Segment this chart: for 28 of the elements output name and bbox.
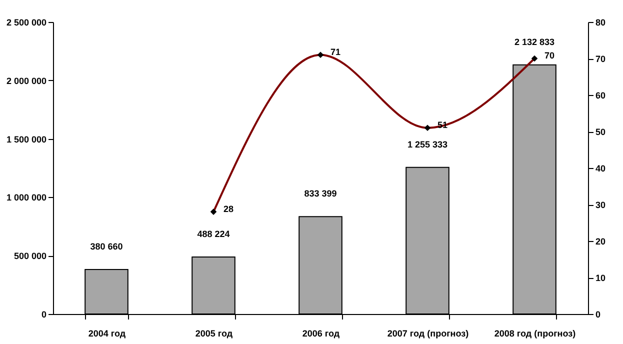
y-tick-label: 1 000 000 <box>6 192 46 203</box>
data-label: 71 <box>330 46 341 57</box>
y2-tick-label: 0 <box>596 310 601 320</box>
x-tick-label: 2008 год (прогноз) <box>494 328 576 338</box>
data-label: 28 <box>224 204 234 214</box>
data-label: 1 255 333 <box>407 139 448 150</box>
x-tick-label: 2005 год <box>195 328 233 338</box>
y2-tick-label: 30 <box>596 200 606 210</box>
data-label: 380 660 <box>90 242 123 252</box>
y2-tick-label: 70 <box>596 54 606 64</box>
y-tick-label: 500 000 <box>14 251 46 262</box>
x-tick-label: 2006 год <box>302 328 340 338</box>
y2-tick-label: 20 <box>596 236 606 246</box>
y-tick-label: 1 500 000 <box>6 134 46 144</box>
data-label: 833 399 <box>304 188 337 199</box>
data-label: 70 <box>544 50 555 60</box>
y-tick-label: 2 500 000 <box>6 18 46 28</box>
y2-tick-label: 10 <box>596 273 606 283</box>
y-tick-label: 0 <box>41 310 46 320</box>
data-label: 488 224 <box>197 228 230 239</box>
y2-tick-label: 80 <box>596 18 606 28</box>
x-tick-label: 2007 год (прогноз) <box>387 328 469 338</box>
x-tick-label: 2004 год <box>88 328 126 338</box>
y2-tick-label: 60 <box>596 90 606 100</box>
y2-tick-label: 40 <box>596 164 606 174</box>
y-tick-label: 2 000 000 <box>6 76 46 86</box>
data-label: 2 132 833 <box>514 36 555 47</box>
y2-tick-label: 50 <box>596 127 606 137</box>
